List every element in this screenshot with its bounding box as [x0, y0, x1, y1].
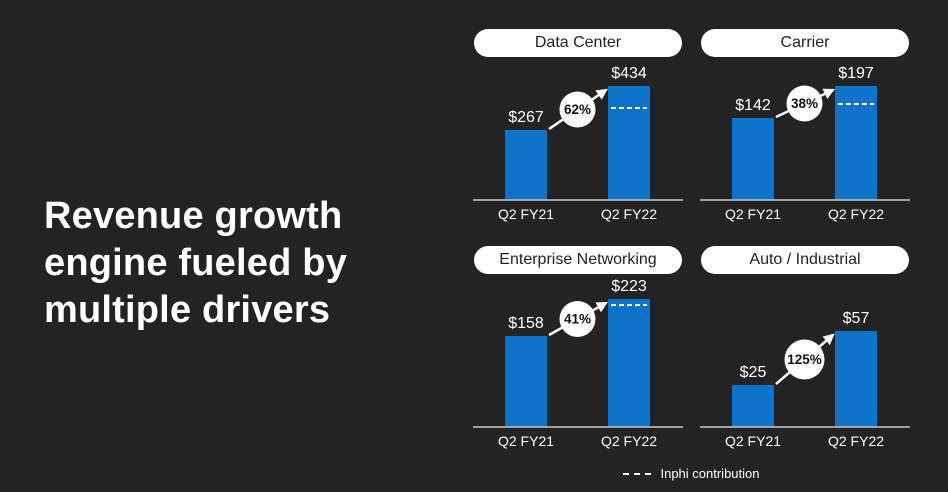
growth-percent-badge [559, 301, 596, 337]
bar-value-label: $142 [735, 97, 771, 114]
growth-percent-label: 125% [787, 352, 822, 367]
growth-percent-badge [786, 85, 823, 122]
bar-value-label: $25 [740, 364, 767, 381]
bar-q2-fy22 [608, 299, 650, 427]
page-title-line-2: engine fueled by [44, 242, 348, 284]
bar-q2-fy21 [732, 385, 774, 427]
chart-carrier: Carrier $142 $197 38% Q2 FY21 Q2 FY22 [700, 29, 910, 222]
growth-percent-badge [784, 339, 825, 380]
x-axis-labels: Q2 FY21 Q2 FY22 [473, 430, 683, 449]
bar-q2-fy22 [835, 331, 877, 427]
x-axis-label: Q2 FY21 [497, 433, 555, 449]
bar-chart-svg: $267 $434 62% [473, 65, 683, 201]
chart-title-pill: Enterprise Networking [474, 246, 682, 274]
legend-label: Inphi contribution [660, 466, 760, 481]
page-title-line-1: Revenue growth [44, 195, 343, 237]
bar-chart-svg: $158 $223 41% [473, 278, 683, 428]
chart-data-center: Data Center $267 $434 62% Q2 FY21 Q2 FY22 [473, 29, 683, 222]
bar-value-label: $223 [611, 278, 647, 295]
bar-value-label: $197 [838, 65, 874, 82]
bar-value-label: $434 [611, 65, 647, 82]
chart-enterprise-networking: Enterprise Networking $158 $223 41% Q2 FY21 Q… [473, 246, 683, 449]
bar-q2-fy21 [732, 118, 774, 200]
bar-chart-svg: $25 $57 125% [700, 310, 910, 428]
x-axis-label: Q2 FY21 [724, 206, 782, 222]
growth-percent-label: 62% [564, 102, 591, 117]
chart-title-pill: Data Center [474, 29, 682, 57]
inphi-dash-icon [623, 472, 652, 475]
chart-title-pill: Carrier [701, 29, 909, 57]
x-axis-label: Q2 FY22 [827, 433, 885, 449]
bar-q2-fy22 [608, 86, 650, 200]
x-axis-label: Q2 FY22 [600, 433, 658, 449]
bar-chart-svg: $142 $197 38% [700, 65, 910, 201]
x-axis-label: Q2 FY22 [600, 206, 658, 222]
bar-value-label: $267 [508, 109, 544, 126]
x-axis-label: Q2 FY21 [497, 206, 555, 222]
bar-q2-fy21 [505, 130, 547, 200]
chart-auto-industrial: Auto / Industrial $25 $57 125% Q2 FY21 Q2 FY2… [700, 246, 910, 449]
bar-value-label: $57 [843, 310, 870, 327]
page-title-line-3: multiple drivers [44, 289, 331, 331]
x-axis-labels: Q2 FY21 Q2 FY22 [473, 203, 683, 222]
bar-value-label: $158 [508, 315, 544, 332]
bar-q2-fy21 [505, 336, 547, 427]
x-axis-labels: Q2 FY21 Q2 FY22 [700, 430, 910, 449]
growth-percent-label: 41% [564, 312, 591, 327]
chart-title-pill: Auto / Industrial [701, 246, 909, 274]
x-axis-labels: Q2 FY21 Q2 FY22 [700, 203, 910, 222]
growth-percent-badge [559, 91, 596, 128]
growth-percent-label: 38% [791, 96, 818, 111]
x-axis-label: Q2 FY21 [724, 433, 782, 449]
x-axis-label: Q2 FY22 [827, 206, 885, 222]
legend: Inphi contribution [473, 466, 910, 481]
page-title: Revenue growth engine fueled by multiple… [44, 193, 347, 334]
